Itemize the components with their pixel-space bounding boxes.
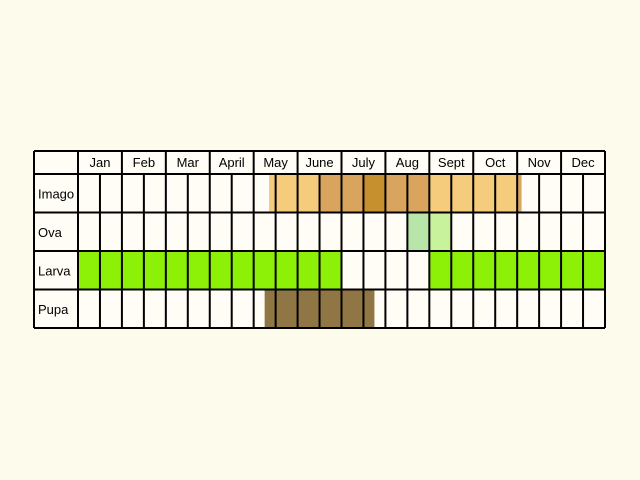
stage-segment-imago xyxy=(269,174,320,213)
month-label: Nov xyxy=(528,155,552,170)
month-label: Feb xyxy=(133,155,155,170)
stage-label: Pupa xyxy=(38,302,69,317)
month-label: Jan xyxy=(89,155,110,170)
month-label: Oct xyxy=(485,155,506,170)
stage-segment-ova xyxy=(407,212,430,251)
month-label: June xyxy=(305,155,333,170)
stage-segment-imago xyxy=(363,174,386,213)
month-label: Aug xyxy=(396,155,419,170)
month-label: Sept xyxy=(438,155,465,170)
month-label: April xyxy=(219,155,245,170)
stage-label: Ova xyxy=(38,225,63,240)
month-label: July xyxy=(352,155,376,170)
month-label: Mar xyxy=(177,155,200,170)
stage-segment-ova xyxy=(429,212,452,251)
stage-segment-imago xyxy=(517,174,522,213)
month-label: Dec xyxy=(571,155,595,170)
stage-label: Larva xyxy=(38,263,71,278)
month-label: May xyxy=(263,155,288,170)
stage-label: Imago xyxy=(38,186,74,201)
